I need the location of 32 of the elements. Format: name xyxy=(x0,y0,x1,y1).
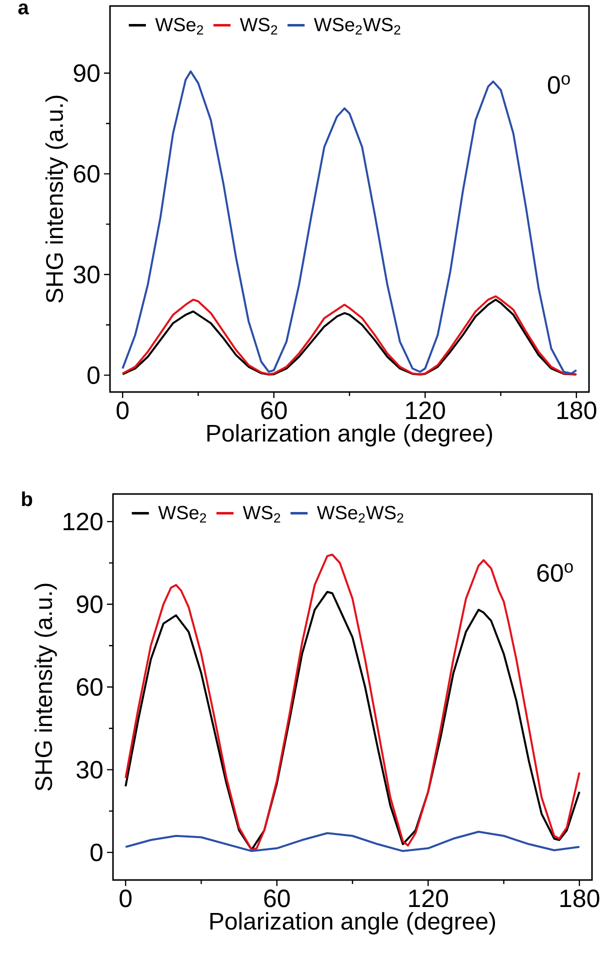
line-series xyxy=(122,70,578,375)
y-axis-title: SHG intensity (a.u.) xyxy=(34,584,57,791)
y-tick-label: 90 xyxy=(76,595,102,614)
y-tick-label: 30 xyxy=(74,266,100,284)
legend-label: WSe$_{2}$ xyxy=(155,18,204,35)
legend-label: WSe$_{2}$ xyxy=(158,506,206,523)
annotation: 0$^{o}$ xyxy=(548,75,570,94)
legend-label: WSe$_{2}$WS$_{2}$ xyxy=(316,506,404,523)
y-tick-label: 90 xyxy=(74,64,100,82)
y-tick-label: 0 xyxy=(88,366,100,384)
y-tick-label: 0 xyxy=(90,844,102,862)
x-tick-label: 60 xyxy=(261,402,287,420)
y-tick-label: 60 xyxy=(74,164,100,183)
y-tick-label: 60 xyxy=(76,678,102,696)
x-tick-label: 180 xyxy=(557,402,596,420)
x-axis-title: Polarization angle (degree) xyxy=(207,424,492,446)
legend-label: WSe$_{2}$WS$_{2}$ xyxy=(314,18,400,35)
x-tick-label: 120 xyxy=(406,402,445,420)
x-tick-label: 60 xyxy=(264,890,290,908)
x-tick-label: 180 xyxy=(560,890,600,908)
annotation: 60$^{o}$ xyxy=(537,563,573,582)
x-axis-title: Polarization angle (degree) xyxy=(210,912,496,934)
chart-title: a xyxy=(18,4,29,14)
y-axis-title: SHG intensity (a.u.) xyxy=(45,96,68,303)
legend-label: WS$_{2}$ xyxy=(242,506,280,523)
chart-title: b xyxy=(22,492,32,506)
x-tick-label: 120 xyxy=(409,890,448,908)
legend-label: WS$_{2}$ xyxy=(240,18,278,35)
x-tick-label: 0 xyxy=(116,402,129,420)
x-tick-label: 0 xyxy=(120,890,132,908)
y-tick-label: 30 xyxy=(76,760,102,779)
y-tick-label: 120 xyxy=(64,512,102,530)
